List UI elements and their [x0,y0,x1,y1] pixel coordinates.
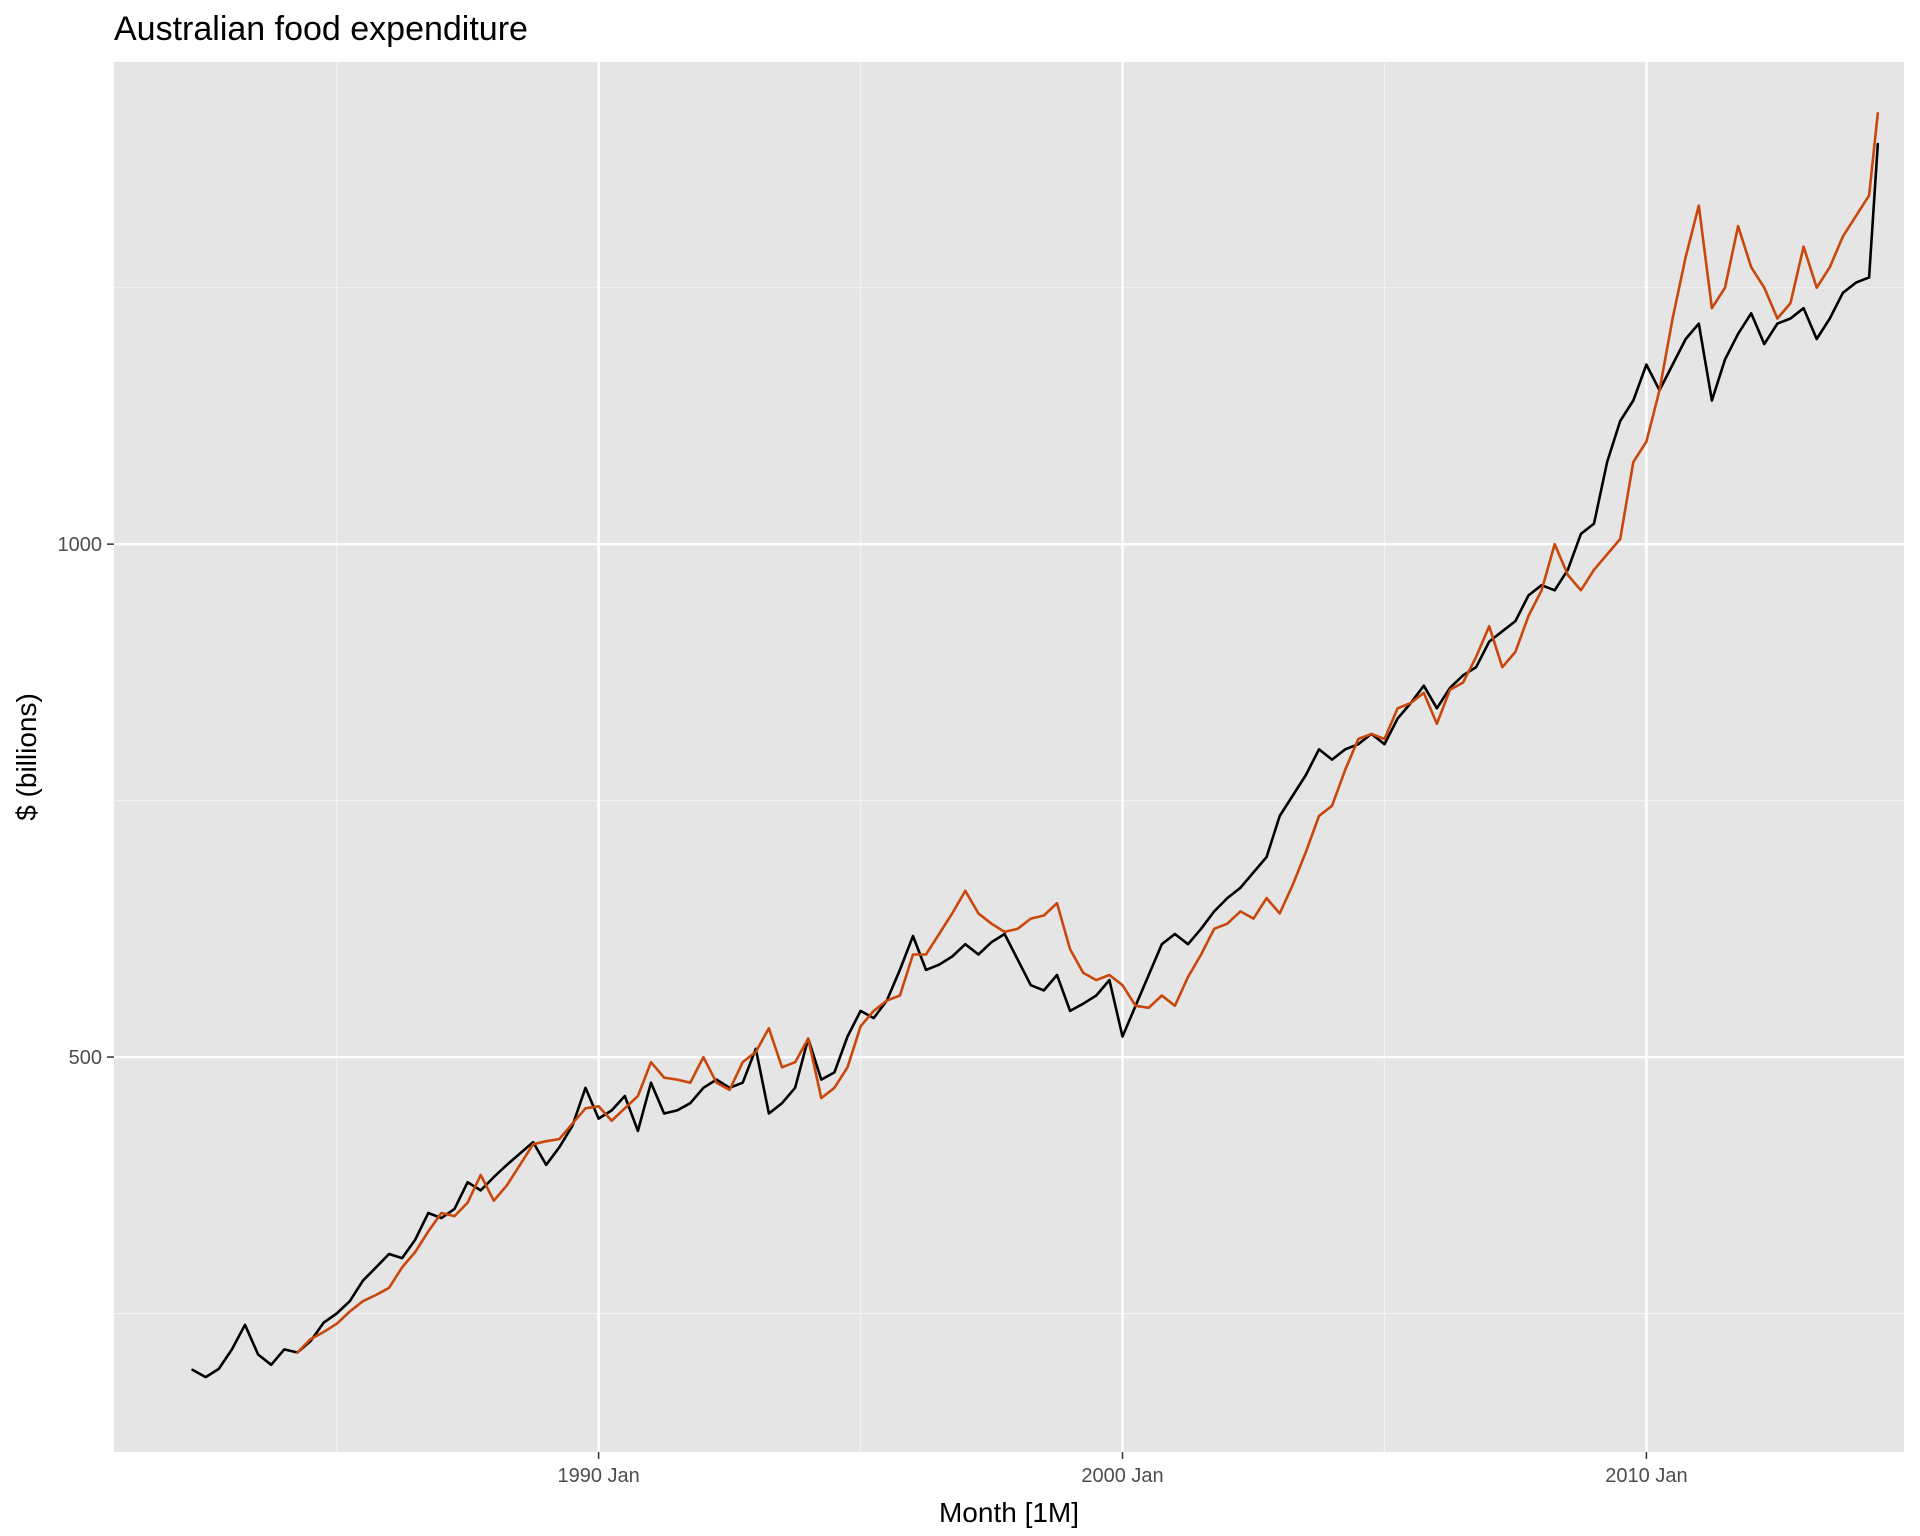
grid-lines [114,62,1904,1452]
series-lines [191,112,1880,1379]
y-tick-label: 1000 [58,534,103,556]
y-axis-label: $ (billions) [11,693,42,821]
plot-panel [114,62,1904,1452]
y-tick-label: 500 [69,1047,102,1069]
x-tick-label: 2010 Jan [1605,1465,1687,1487]
axis-ticks: 1990 Jan 2000 Jan 2010 Jan 500 1000 [58,534,1688,1487]
x-axis-label: Month [1M] [939,1497,1079,1528]
series-line-orange [296,112,1880,1354]
x-tick-label: 1990 Jan [557,1465,639,1487]
chart-title: Australian food expenditure [114,10,528,48]
x-tick-label: 2000 Jan [1081,1465,1163,1487]
